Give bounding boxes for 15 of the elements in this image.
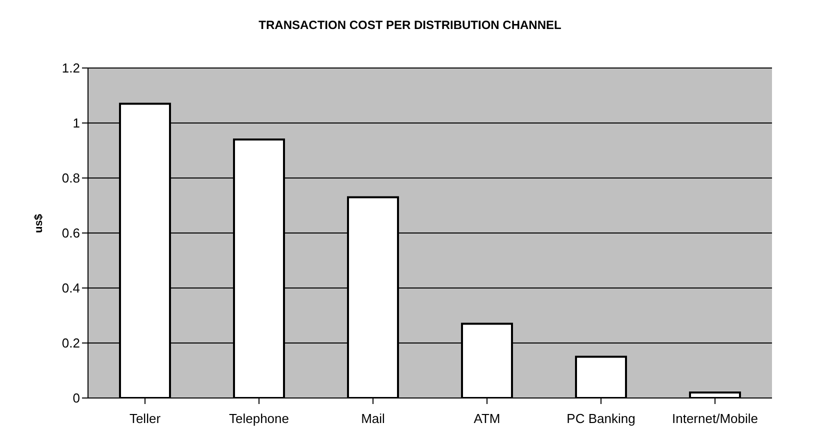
x-tick-label: Mail — [361, 411, 386, 426]
y-tick-label: 0.6 — [62, 226, 80, 241]
x-tick-label: Internet/Mobile — [672, 411, 758, 426]
y-tick-label: 1 — [72, 116, 80, 131]
x-tick-label: PC Banking — [566, 411, 636, 426]
y-tick-label: 0.2 — [62, 336, 80, 351]
x-tick-label: Telephone — [229, 411, 289, 426]
y-tick-label: 0.4 — [62, 280, 80, 296]
y-tick-label: 0.8 — [62, 170, 80, 186]
y-tick-label: 1.2 — [62, 60, 80, 76]
x-tick-label: ATM — [474, 411, 500, 426]
y-tick-label: 0 — [72, 390, 80, 406]
y-axis-title: us$ — [32, 214, 45, 233]
x-tick-label: Teller — [129, 411, 162, 426]
chart-title: TRANSACTION COST PER DISTRIBUTION CHANNEL — [258, 17, 562, 34]
